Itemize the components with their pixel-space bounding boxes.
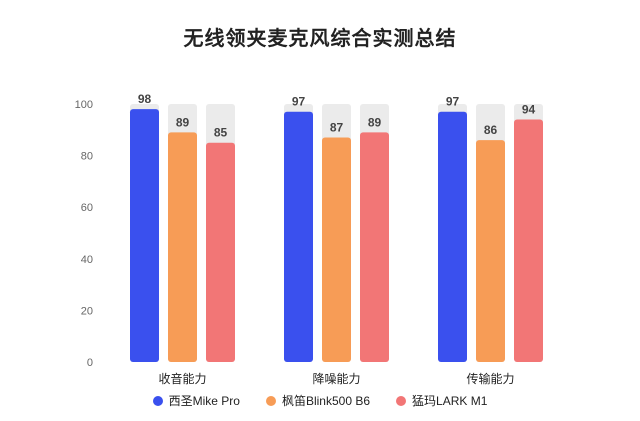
bar	[206, 142, 235, 362]
bar	[284, 111, 313, 363]
chart-title: 无线领夹麦克风综合实测总结	[183, 28, 457, 50]
data-label: 97	[446, 95, 460, 109]
y-tick-label: 0	[87, 357, 93, 369]
data-label: 97	[292, 95, 306, 109]
bar	[130, 109, 159, 362]
bar	[360, 132, 389, 362]
data-label: 86	[484, 123, 498, 137]
bar	[322, 137, 351, 362]
legend-dot-series-1	[152, 395, 163, 406]
legend-item-series-2: 枫笛Blink500 B6	[265, 392, 371, 409]
y-tick-label: 20	[81, 305, 93, 317]
data-label: 94	[522, 102, 536, 116]
bar	[438, 111, 467, 363]
legend-dot-series-3	[396, 395, 407, 406]
bar	[168, 132, 197, 362]
legend-label-series-3: 猛玛LARK M1	[412, 394, 488, 408]
bar	[476, 140, 505, 362]
data-label: 98	[138, 92, 152, 106]
y-tick-label: 80	[81, 151, 93, 163]
bar	[514, 119, 543, 362]
legend-label-series-1: 西圣Mike Pro	[168, 394, 240, 408]
x-category-label: 降噪能力	[312, 372, 360, 386]
data-label: 89	[368, 115, 382, 129]
x-category-label: 传输能力	[466, 371, 514, 386]
legend-dot-series-2	[265, 395, 276, 406]
legend-item-series-3: 猛玛LARK M1	[396, 392, 487, 409]
data-label: 87	[330, 121, 344, 135]
y-tick-label: 60	[81, 202, 93, 214]
y-tick-label: 100	[75, 99, 93, 111]
data-label: 85	[214, 126, 228, 140]
legend: 西圣Mike Pro 枫笛Blink500 B6 猛玛LARK M1	[0, 392, 640, 409]
data-label: 89	[176, 115, 190, 129]
legend-label-series-2: 枫笛Blink500 B6	[281, 394, 371, 408]
legend-item-series-1: 西圣Mike Pro	[152, 392, 240, 409]
x-category-label: 收音能力	[158, 371, 206, 386]
y-tick-label: 40	[81, 254, 93, 266]
